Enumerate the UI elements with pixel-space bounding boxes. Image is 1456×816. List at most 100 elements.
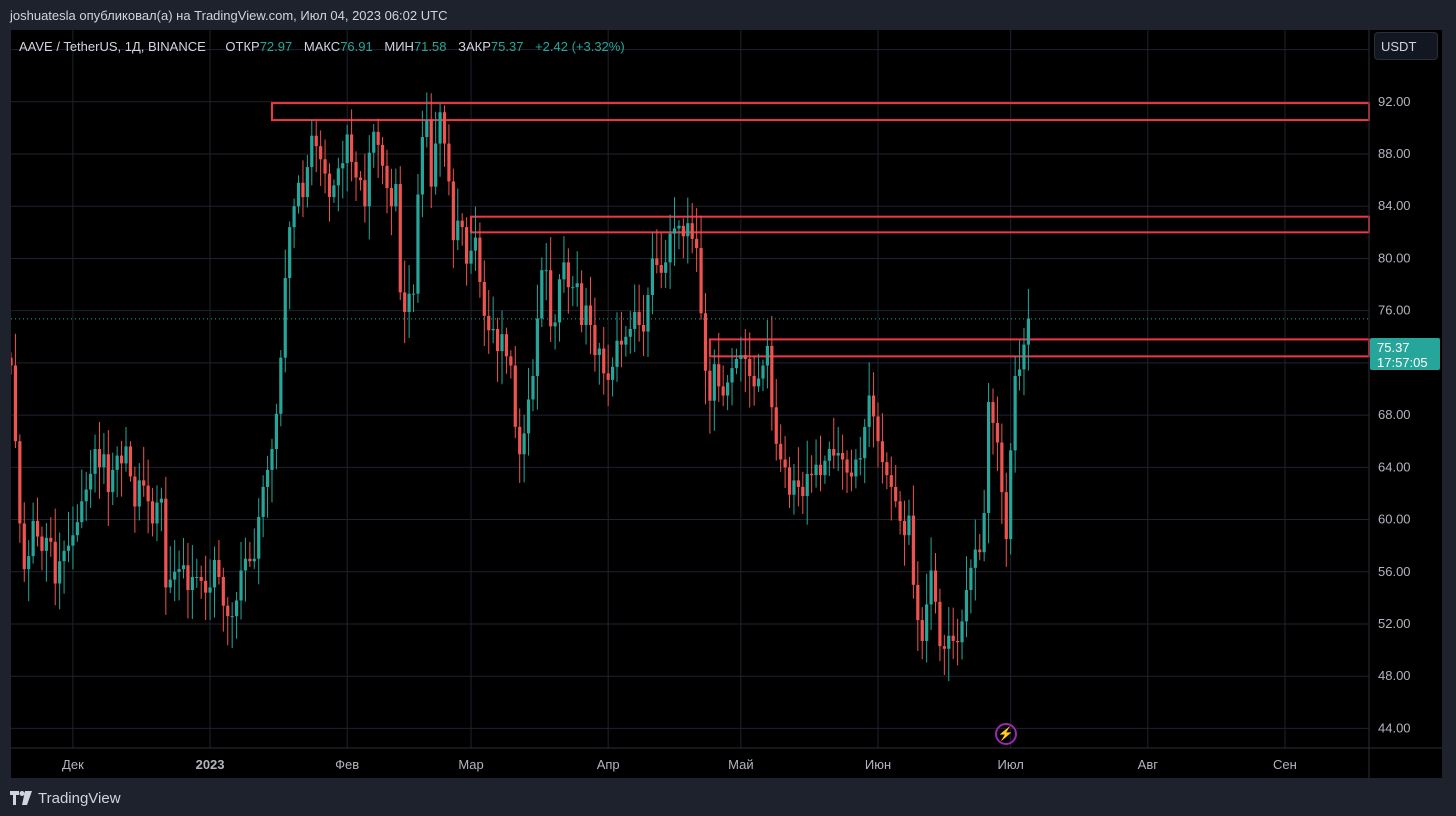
candle-body <box>491 328 495 331</box>
candle-body <box>796 480 800 487</box>
candle-body <box>350 134 354 162</box>
candle-body <box>695 238 699 249</box>
candle-body <box>584 305 588 326</box>
candle-body <box>902 520 907 536</box>
candle-body <box>690 223 694 239</box>
candle-body <box>473 237 478 251</box>
candle-body <box>960 621 964 643</box>
candle-body <box>22 523 26 570</box>
y-tick-label: 64.00 <box>1378 459 1411 474</box>
candle-body <box>588 305 593 326</box>
candle-body <box>111 469 115 493</box>
candle-body <box>150 501 155 524</box>
candle-body <box>672 228 677 234</box>
chart-area[interactable]: 44.0048.0052.0056.0060.0064.0068.0072.00… <box>11 30 1442 778</box>
candle-body <box>761 365 765 379</box>
candle-body <box>336 168 340 186</box>
candle-body <box>956 640 960 643</box>
legend-close-label: ЗАКР <box>458 39 491 54</box>
candle-body <box>71 535 75 546</box>
candle-body <box>823 460 827 476</box>
candle-body <box>655 258 659 265</box>
y-tick-label: 60.00 <box>1378 512 1411 527</box>
candle-body <box>155 502 159 524</box>
candle-body <box>841 452 845 460</box>
candle-body <box>756 378 761 387</box>
candle-body <box>597 348 601 356</box>
legend-open-label: ОТКР <box>225 39 260 54</box>
candle-body <box>991 402 995 423</box>
candle-body <box>774 407 778 444</box>
candle-body <box>557 279 562 323</box>
candle-body <box>288 227 292 279</box>
candle-body <box>748 358 752 376</box>
candle-body <box>128 446 133 477</box>
x-tick-label: Июл <box>997 757 1023 772</box>
candle-body <box>978 549 982 553</box>
candle-body <box>911 515 915 585</box>
candle-body <box>261 486 265 517</box>
candles <box>11 92 1030 682</box>
candlestick-chart[interactable]: 44.0048.0052.0056.0060.0064.0068.0072.00… <box>11 30 1442 778</box>
grid-lines <box>11 30 1369 748</box>
candle-body <box>646 295 650 332</box>
candle-body <box>403 292 407 312</box>
candle-body <box>310 135 314 168</box>
candle-body <box>964 590 969 622</box>
x-tick-label: Фев <box>335 757 359 772</box>
candle-body <box>938 601 942 647</box>
y-tick-label: 80.00 <box>1378 250 1411 265</box>
candle-body <box>164 498 168 588</box>
x-tick-label: Сен <box>1273 757 1297 772</box>
candle-body <box>783 459 787 468</box>
x-tick-label: Май <box>728 757 753 772</box>
candle-body <box>995 422 1000 443</box>
candle-body <box>62 550 66 562</box>
candle-body <box>221 576 225 606</box>
candle-body <box>876 416 880 442</box>
y-tick-label: 92.00 <box>1378 94 1411 109</box>
lightning-icon[interactable]: ⚡ <box>995 723 1017 745</box>
y-tick-label: 88.00 <box>1378 146 1411 161</box>
x-tick-label: Мар <box>458 757 483 772</box>
x-tick-label: Дек <box>62 757 84 772</box>
candle-body <box>894 486 898 502</box>
y-tick-label: 68.00 <box>1378 407 1411 422</box>
candle-body <box>208 587 212 593</box>
candle-body <box>730 368 734 383</box>
candle-body <box>234 600 239 617</box>
y-tick-label: 84.00 <box>1378 198 1411 213</box>
candle-body <box>102 454 106 468</box>
candle-body <box>805 473 809 497</box>
last-price-label: 75.37 17:57:05 <box>1370 338 1440 370</box>
candle-body <box>367 152 371 207</box>
candle-body <box>44 537 48 551</box>
x-tick-label: 2023 <box>196 757 225 772</box>
candle-body <box>469 250 473 264</box>
candle-body <box>933 570 938 602</box>
candle-body <box>867 395 871 427</box>
candle-body <box>142 480 146 486</box>
candle-body <box>27 556 31 570</box>
candle-body <box>703 313 708 371</box>
chart-legend: AAVE / TetherUS, 1Д, BINANCE ОТКР72.97 М… <box>19 39 625 54</box>
legend-high-value: 76.91 <box>340 39 373 54</box>
candle-body <box>907 515 911 536</box>
candle-body <box>226 605 230 617</box>
footer: TradingView <box>10 788 121 808</box>
tradingview-brand: TradingView <box>38 789 121 807</box>
candle-body <box>504 334 509 357</box>
candle-body <box>540 270 544 319</box>
candle-body <box>93 449 97 474</box>
candle-body <box>518 426 522 455</box>
candle-body <box>106 454 110 493</box>
candle-body <box>204 580 208 593</box>
candle-body <box>880 441 885 463</box>
candle-body <box>982 513 986 553</box>
candle-body <box>177 569 181 572</box>
candle-body <box>562 262 566 280</box>
candle-body <box>677 225 681 229</box>
candle-body <box>929 570 933 605</box>
currency-button[interactable]: USDT <box>1374 32 1438 60</box>
candle-body <box>664 262 668 273</box>
